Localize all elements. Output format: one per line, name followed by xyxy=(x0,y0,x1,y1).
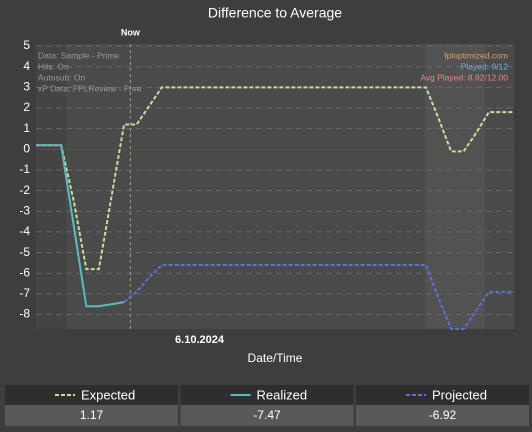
value-cell xyxy=(356,405,529,426)
note: Played: 9/12 xyxy=(461,61,509,71)
legend-table: Expected 1.17 Realized -7.47 Projected -6.92 xyxy=(5,385,529,426)
y-tick-label: -6 xyxy=(19,265,30,279)
y-tick-label: -7 xyxy=(19,286,30,300)
total-value: 1.17 xyxy=(80,408,104,422)
y-tick-label: 2 xyxy=(23,100,30,114)
note: fploptimized.com xyxy=(444,50,508,60)
y-tick-label: -3 xyxy=(19,203,30,217)
note: Hits: On xyxy=(38,61,69,71)
legend-header xyxy=(356,385,529,405)
series-line xyxy=(36,144,125,308)
y-tick-label: -1 xyxy=(19,162,30,176)
total-value: -7.47 xyxy=(253,408,281,422)
total-value: -6.92 xyxy=(429,408,457,422)
y-tick-label: -2 xyxy=(19,183,30,197)
y-tick-label: 3 xyxy=(23,80,30,94)
y-tick-label: 4 xyxy=(23,59,30,73)
legend-label: Projected xyxy=(432,387,487,402)
band xyxy=(36,44,66,329)
y-tick-label: 0 xyxy=(23,141,30,155)
x-tick-label: 6.10.2024 xyxy=(175,334,225,346)
value-cell xyxy=(5,405,178,426)
y-tick-label: -5 xyxy=(19,245,30,259)
y-tick-label: 5 xyxy=(23,38,30,52)
legend-header xyxy=(5,385,178,405)
legend-header xyxy=(180,385,354,405)
legend-label: Expected xyxy=(81,387,135,402)
band xyxy=(425,44,485,329)
note: Data: Sample - Prime xyxy=(38,50,120,60)
chart-title: Difference to Average xyxy=(208,5,342,21)
y-tick-label: 1 xyxy=(23,121,30,135)
series-line xyxy=(123,263,514,330)
now-label: Now xyxy=(121,27,141,37)
y-tick-label: -8 xyxy=(19,307,30,321)
value-cell xyxy=(180,405,354,426)
series-line xyxy=(36,86,514,271)
note: xP Data: FPLReview - Free xyxy=(38,83,142,93)
x-axis-label: Date/Time xyxy=(248,351,303,365)
legend-label: Realized xyxy=(257,387,308,402)
note: Avg Played: 8.92/12.00 xyxy=(420,72,508,82)
y-tick-label: -4 xyxy=(19,224,30,238)
note: Autosub: On xyxy=(38,72,86,82)
